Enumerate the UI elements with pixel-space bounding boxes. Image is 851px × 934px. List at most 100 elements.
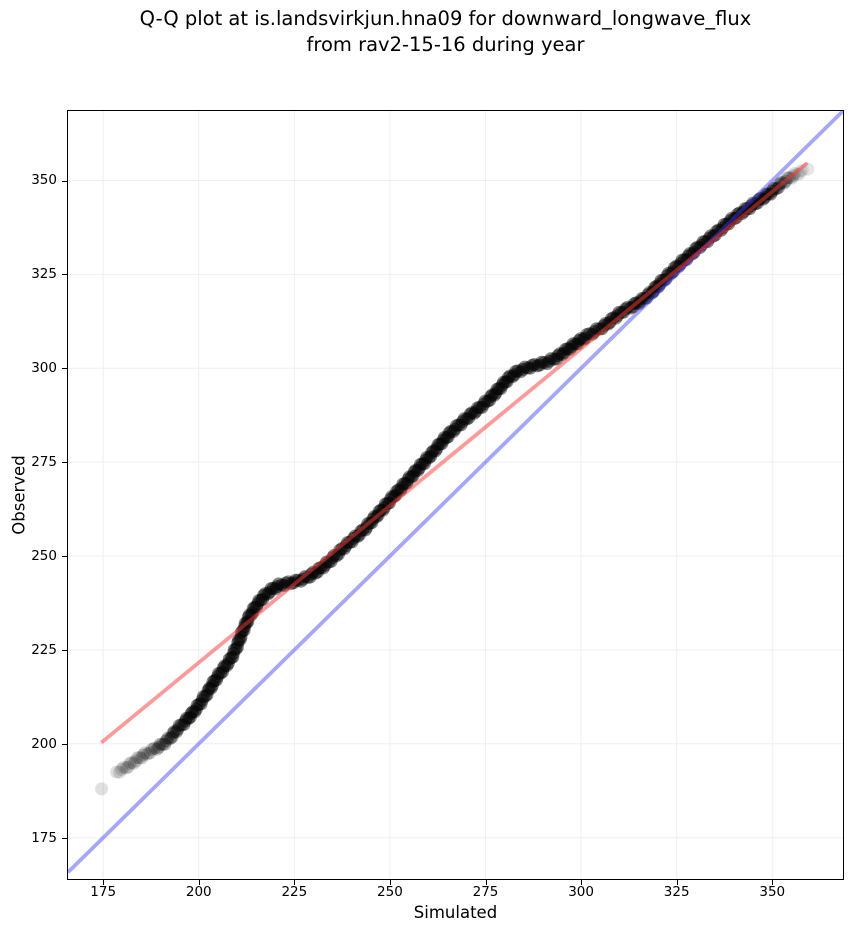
scatter-point (204, 681, 218, 695)
scatter-point (433, 437, 447, 451)
scatter-point (161, 731, 175, 745)
scatter-point (574, 332, 588, 346)
scatter-point (701, 235, 715, 249)
scatter-point (222, 652, 236, 666)
scatter-point (263, 585, 277, 599)
scatter-point (511, 364, 525, 378)
x-tick-label: 300 (568, 884, 594, 900)
scatter-point (444, 424, 458, 438)
scatter-point (224, 651, 238, 665)
scatter-point (182, 711, 196, 725)
scatter-point (509, 364, 523, 378)
scatter-point (188, 705, 202, 719)
x-tick-label: 175 (90, 884, 117, 900)
scatter-point (456, 415, 469, 429)
scatter-point (186, 705, 200, 719)
scatter-point (230, 640, 244, 654)
scatter-point (550, 352, 564, 366)
scatter-point (229, 642, 243, 656)
scatter-point (226, 650, 240, 664)
x-tick-label: 325 (663, 884, 690, 900)
scatter-point (196, 690, 210, 704)
scatter-point (516, 362, 530, 376)
y-axis-label: Observed (9, 455, 29, 535)
scatter-point (256, 592, 270, 606)
y-tick-mark (62, 180, 67, 182)
y-tick-label: 225 (31, 641, 57, 658)
scatter-point (227, 643, 241, 657)
scatter-point (523, 361, 537, 375)
scatter-point (489, 386, 503, 400)
scatter-point (130, 751, 144, 765)
y-tick-mark (62, 837, 67, 839)
scatter-point (382, 496, 396, 510)
scatter-point (216, 665, 229, 679)
scatter-point (561, 342, 575, 356)
scatter-point (115, 762, 128, 776)
scatter-point (527, 358, 541, 371)
scatter-point (163, 731, 177, 745)
scatter-point-isolated (95, 782, 109, 796)
scatter-point (195, 693, 209, 707)
y-tick-label: 175 (31, 829, 57, 846)
y-tick-label: 300 (31, 360, 57, 377)
scatter-point (374, 503, 388, 517)
scatter-point (518, 360, 532, 374)
scatter-point (200, 688, 214, 702)
scatter-point (535, 355, 548, 369)
scatter-point (413, 457, 427, 471)
scatter-point (475, 400, 489, 414)
y-tick-label: 250 (31, 548, 57, 565)
scatter-point (790, 167, 804, 181)
scatter-point (553, 347, 567, 361)
scatter-point (498, 375, 512, 389)
scatter-point (227, 646, 240, 660)
x-tick-mark (389, 880, 391, 885)
scatter-point (467, 406, 481, 420)
scatter-point (687, 245, 701, 259)
scatter-point (490, 382, 504, 396)
scatter-point (266, 581, 280, 595)
scatter-point (155, 737, 169, 751)
scatter-point (261, 587, 275, 601)
scatter-point (272, 577, 286, 591)
scatter-point (159, 734, 173, 748)
scatter-point (205, 679, 219, 693)
scatter-point (113, 765, 126, 779)
scatter-point (494, 382, 508, 395)
scatter-point (544, 352, 558, 366)
scatter-point (211, 670, 224, 684)
scatter-point (744, 199, 758, 213)
scatter-point (551, 349, 565, 363)
scatter-point (401, 473, 415, 487)
scatter-point (525, 358, 539, 372)
fit-line (100, 161, 809, 745)
scatter-point (448, 422, 462, 436)
scatter-point (566, 337, 580, 351)
scatter-point (714, 223, 728, 237)
scatter-point (618, 302, 632, 316)
scatter-point (257, 589, 270, 602)
scatter-point (411, 464, 425, 477)
scatter-point (537, 356, 551, 369)
scatter-point (333, 543, 347, 557)
scatter-point (208, 674, 222, 688)
scatter-point (189, 702, 203, 716)
y-tick-mark (62, 649, 67, 651)
scatter-point (110, 765, 124, 779)
scatter-point (437, 431, 451, 444)
scatter-point (568, 337, 582, 351)
scatter-point (621, 300, 635, 314)
scatter-point (206, 675, 220, 689)
scatter-point (121, 760, 135, 774)
x-tick-label: 275 (472, 884, 499, 900)
scatter-point (473, 400, 487, 414)
scatter-point (171, 722, 185, 736)
qq-scatter-canvas (68, 111, 843, 879)
scatter-point (407, 465, 421, 479)
scatter-point (422, 451, 436, 465)
x-tick-mark (294, 880, 296, 885)
y-tick-label: 275 (31, 454, 57, 471)
scatter-point (460, 412, 474, 426)
scatter-point (119, 761, 133, 775)
